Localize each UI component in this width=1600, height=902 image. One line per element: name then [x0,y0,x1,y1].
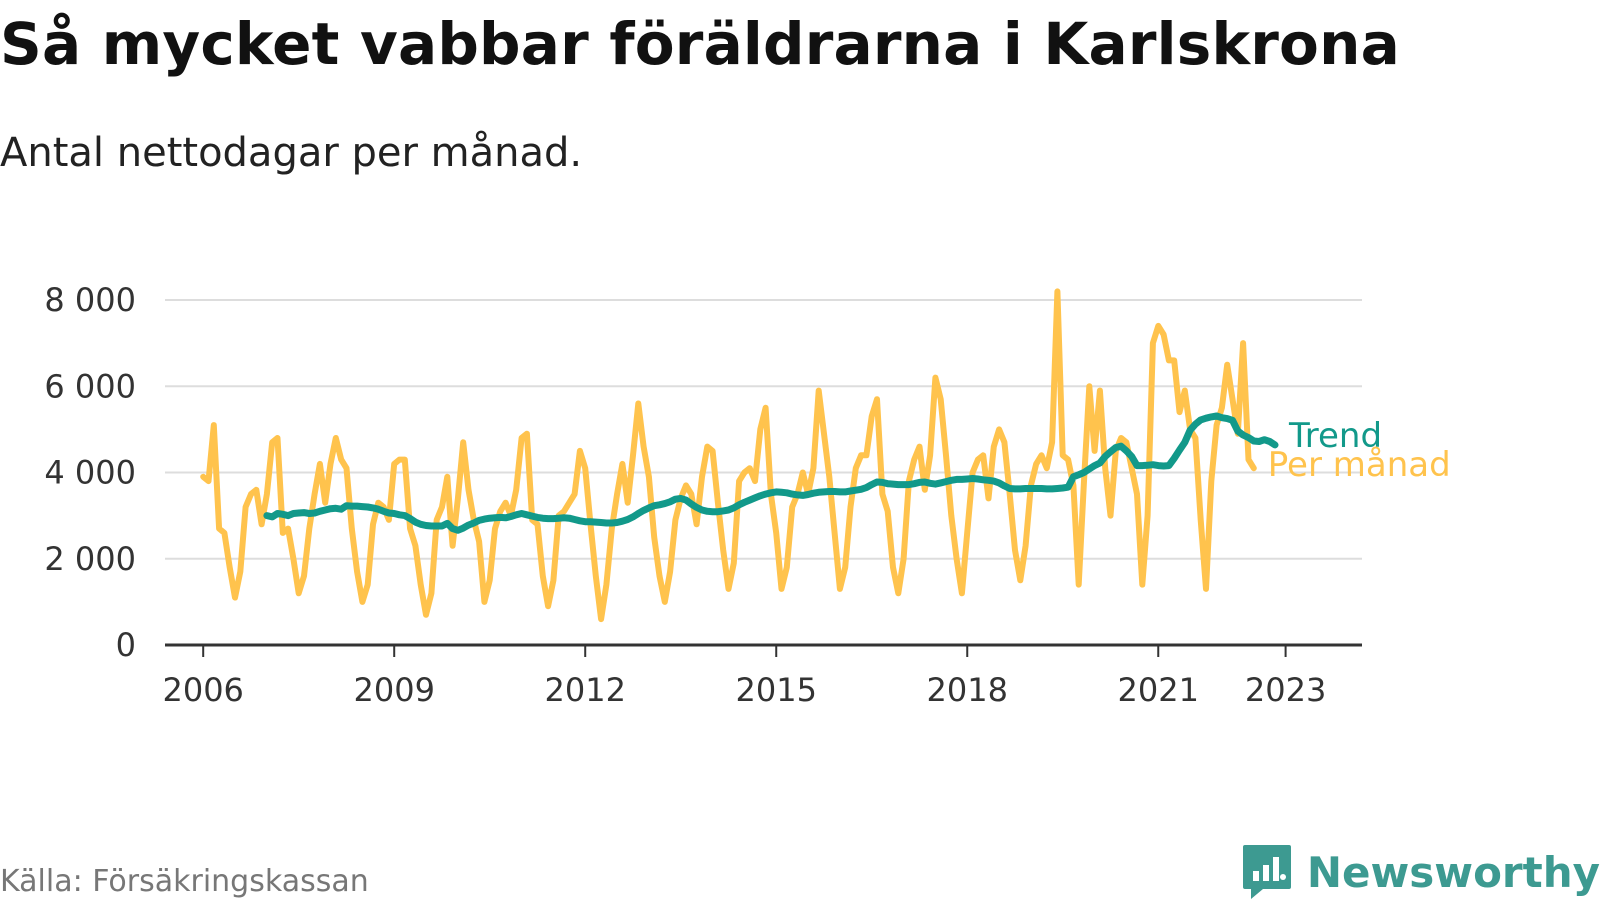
y-tick-label: 4 000 [44,454,136,492]
x-tick-label: 2012 [545,671,626,709]
series-label: Trend [1288,416,1382,456]
x-tick-label: 2023 [1245,671,1326,709]
chart-title: Så mycket vabbar föräldrarna i Karlskron… [0,10,1400,78]
y-tick-label: 8 000 [44,281,136,319]
x-tick-label: 2021 [1118,671,1199,709]
x-tick-label: 2018 [927,671,1008,709]
series-line-trend [263,412,1279,534]
x-tick-label: 2006 [162,671,243,709]
y-tick-label: 0 [116,626,136,664]
brand-name: Newsworthy [1306,847,1600,897]
newsworthy-logo-icon [1242,845,1291,899]
brand-logo[interactable]: Newsworthy [1241,842,1600,902]
source-note: Källa: Försäkringskassan [0,864,369,899]
x-tick-label: 2009 [353,671,434,709]
y-tick-label: 6 000 [44,367,136,405]
series-label: Per månad [1268,445,1451,485]
y-tick-label: 2 000 [44,540,136,578]
series-line-per-manad [200,288,1257,623]
chart-subtitle: Antal nettodagar per månad. [0,130,583,176]
x-tick-label: 2015 [736,671,817,709]
